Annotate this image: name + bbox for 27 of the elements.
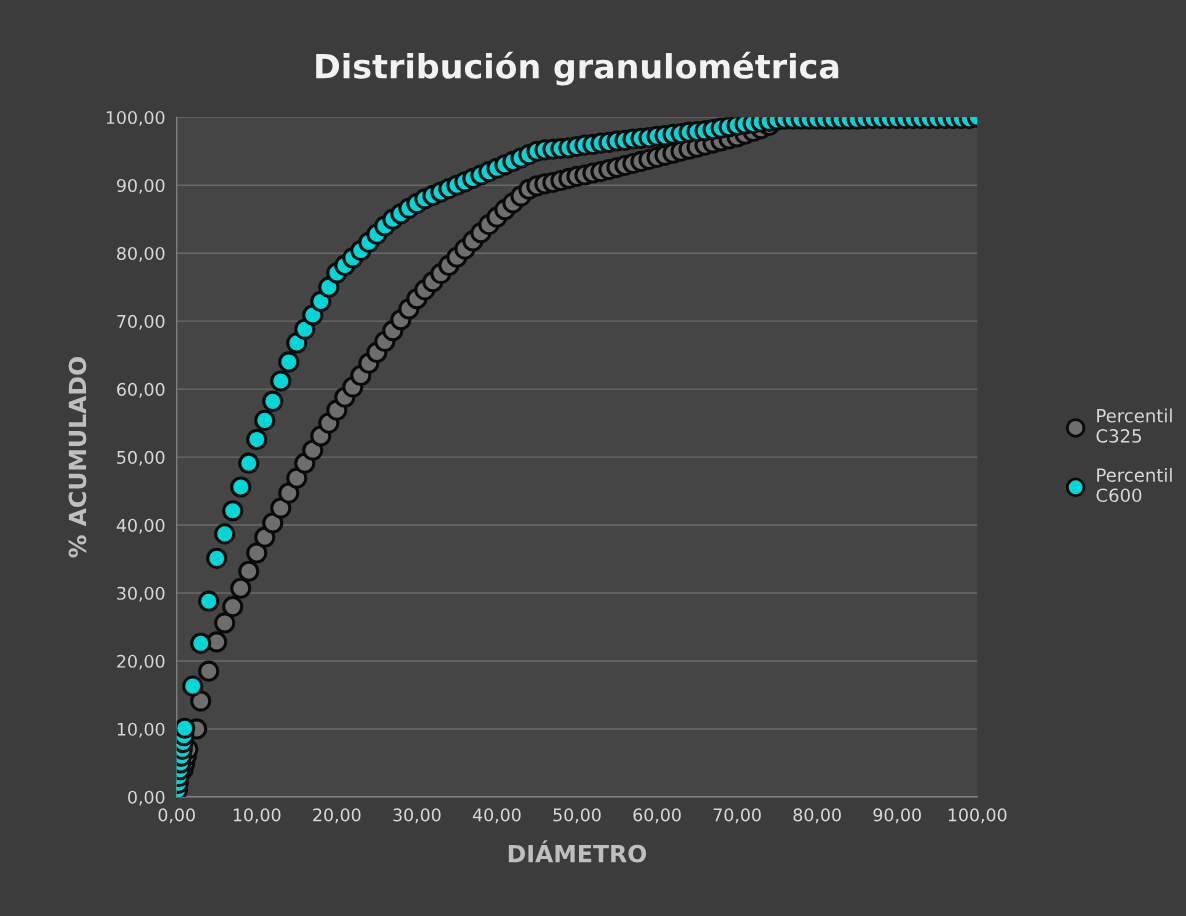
x-tick-label: 0,00 xyxy=(158,808,195,824)
y-tick-label: 90,00 xyxy=(116,178,165,194)
y-tick-label: 0,00 xyxy=(128,790,165,806)
x-tick-label: 100,00 xyxy=(948,808,1007,824)
y-tick-label: 20,00 xyxy=(117,654,165,670)
x-tick-label: 20,00 xyxy=(313,808,361,824)
y-tick-label: 30,00 xyxy=(117,586,165,602)
x-tick-label: 90,00 xyxy=(873,808,921,824)
y-tick-label: 50,00 xyxy=(117,450,165,466)
legend-label: Percentil C325 xyxy=(1096,408,1172,443)
x-tick-label: 60,00 xyxy=(633,808,681,824)
chart-title: Distribución granulométrica xyxy=(316,51,839,86)
x-tick-label: 10,00 xyxy=(233,808,281,824)
legend-label: Percentil C600 xyxy=(1096,467,1172,503)
y-axis-title: % ACUMULADO xyxy=(68,357,87,558)
y-tick-label: 60,00 xyxy=(117,382,165,398)
x-tick-label: 80,00 xyxy=(793,808,841,824)
x-tick-label: 30,00 xyxy=(393,808,441,824)
y-tick-label: 70,00 xyxy=(117,314,165,330)
y-tick-label: 80,00 xyxy=(117,246,165,262)
x-tick-label: 70,00 xyxy=(713,808,761,824)
x-axis-title: DIÁMETRO xyxy=(508,840,647,863)
y-tick-label: 40,00 xyxy=(116,518,165,534)
y-tick-label: 100,00 xyxy=(106,110,165,126)
x-tick-label: 40,00 xyxy=(472,808,521,824)
y-tick-label: 10,00 xyxy=(117,722,165,738)
x-tick-label: 50,00 xyxy=(553,808,601,824)
